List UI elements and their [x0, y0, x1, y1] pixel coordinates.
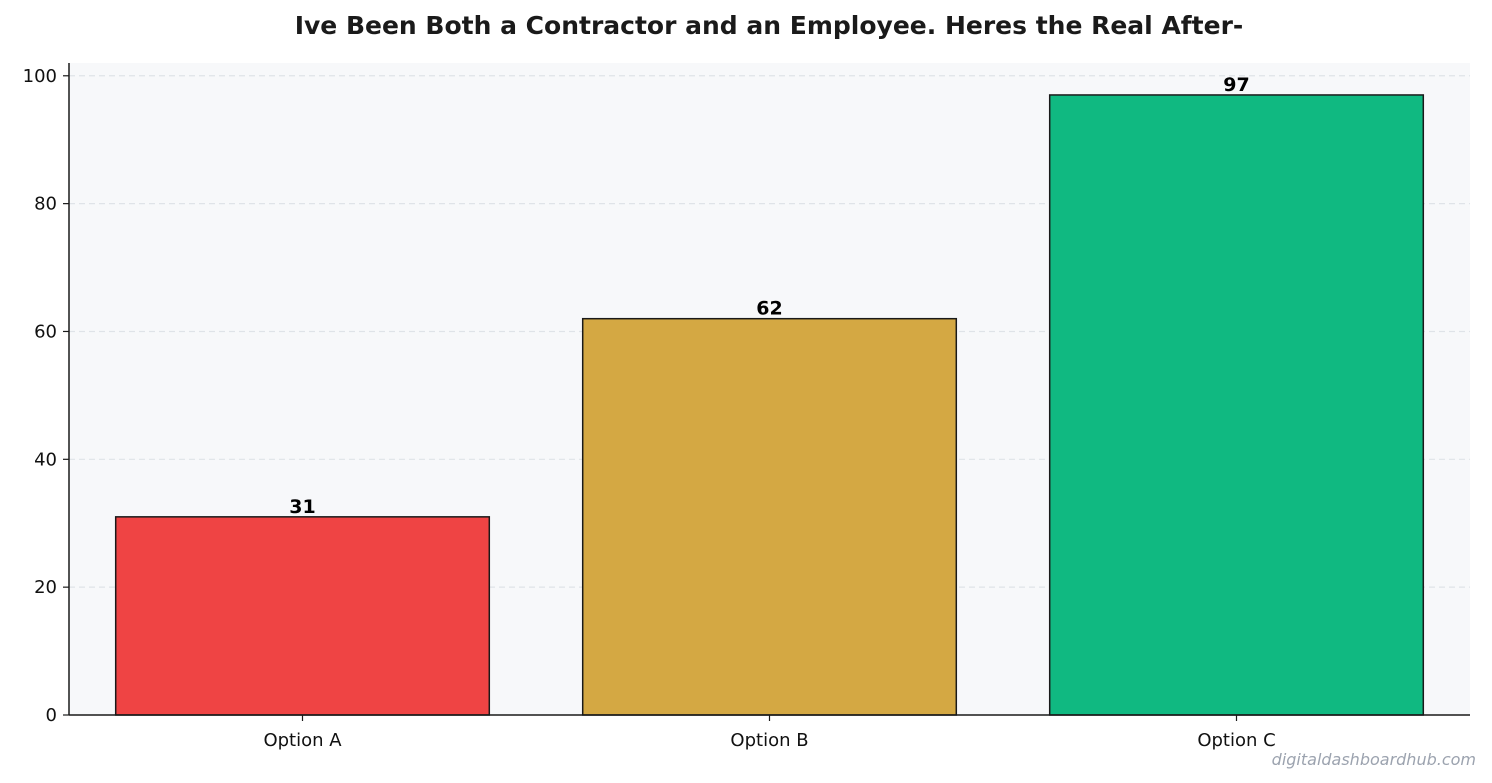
- watermark: digitaldashboardhub.com: [1272, 750, 1476, 769]
- bar: [114, 516, 491, 716]
- chart-title: Ive Been Both a Contractor and an Employ…: [295, 11, 1244, 40]
- bar: [581, 317, 958, 716]
- y-tick-label: 0: [46, 705, 57, 726]
- y-tick-label: 60: [34, 321, 57, 342]
- bar: [1048, 94, 1425, 716]
- bar-value-label: 97: [1223, 74, 1249, 96]
- bar-value-label: 62: [756, 298, 782, 320]
- y-tick-label: 100: [23, 66, 57, 87]
- x-tick-label: Option A: [263, 730, 342, 751]
- y-axis-ticks: 0 20 40 60 80 100: [23, 66, 69, 726]
- bar-value-label: 31: [289, 496, 315, 518]
- y-tick-label: 40: [34, 449, 57, 470]
- x-tick-label: Option C: [1197, 730, 1275, 751]
- bar-value-labels: 31 62 97: [289, 74, 1249, 518]
- y-tick-label: 80: [34, 194, 57, 215]
- y-tick-label: 20: [34, 577, 57, 598]
- x-axis-ticks: Option A Option B Option C: [263, 715, 1276, 751]
- x-tick-label: Option B: [730, 730, 808, 751]
- bars: [114, 94, 1425, 716]
